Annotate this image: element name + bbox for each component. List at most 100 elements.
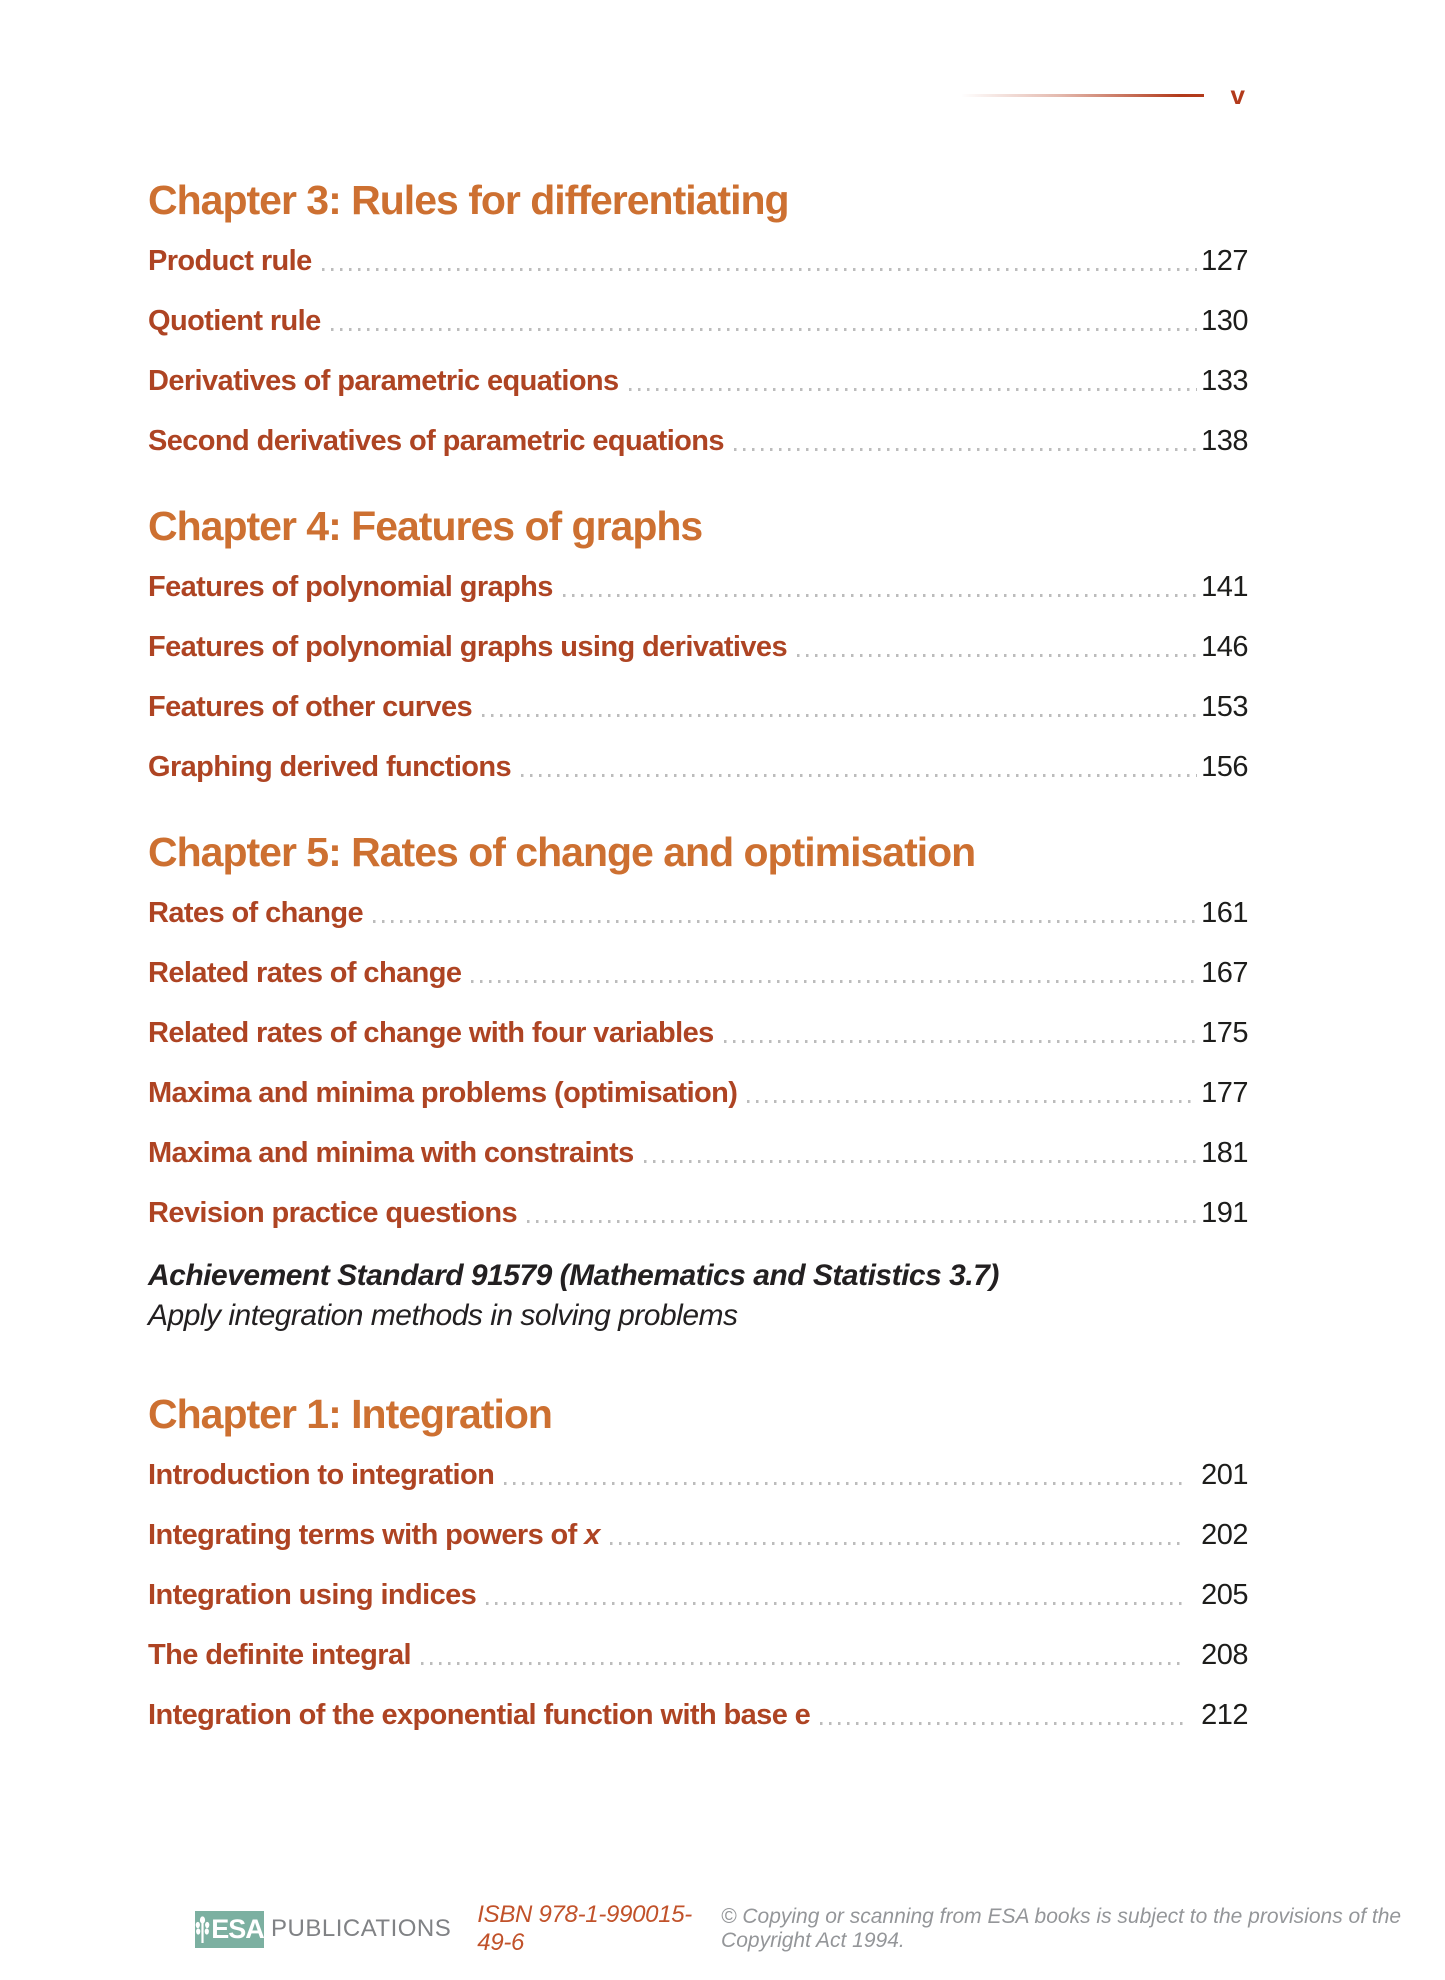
toc-entry: Related rates of change 167 [148, 956, 1249, 990]
chapter-section: Chapter 4: Features of graphs Features of… [148, 502, 1249, 784]
entry-title: Features of polynomial graphs [148, 570, 553, 604]
entry-title-text: Integration of the exponential function … [148, 1699, 811, 1731]
toc-entry: Features of polynomial graphs 141 [148, 570, 1249, 604]
entry-title-text: The definite integral [148, 1639, 412, 1671]
esa-publications-logo: ESA PUBLICATIONS [195, 1910, 452, 1948]
entry-title-text: Maxima and minima with constraints [148, 1137, 634, 1169]
dot-leader [628, 388, 1197, 391]
entry-title: Maxima and minima with constraints [148, 1136, 634, 1170]
dot-leader [521, 774, 1197, 777]
entry-title-text: Related rates of change [148, 957, 462, 989]
entry-page-number: 153 [1201, 691, 1248, 723]
entry-title-text: Integrating terms with powers of [148, 1519, 585, 1551]
dot-leader [373, 920, 1197, 923]
entry-title: Second derivatives of parametric equatio… [148, 424, 725, 458]
chapter-section: Chapter 5: Rates of change and optimisat… [148, 828, 1249, 1230]
dot-leader [796, 654, 1197, 657]
toc-entry: Quotient rule 130 [148, 304, 1249, 338]
chapter-heading: Chapter 5: Rates of change and optimisat… [148, 829, 976, 875]
achievement-standard-block: Achievement Standard 91579 (Mathematics … [148, 1256, 1248, 1336]
entry-title-italic: x [584, 1519, 600, 1551]
header-rule-line [960, 93, 1204, 97]
dot-leader [504, 1482, 1186, 1485]
toc-entry: Product rule 127 [148, 244, 1249, 278]
chapter-heading: Chapter 1: Integration [148, 1391, 553, 1437]
dot-leader [486, 1602, 1186, 1605]
page-header: v [960, 82, 1245, 108]
toc-entry: Related rates of change with four variab… [148, 1016, 1249, 1050]
entry-title: Related rates of change with four variab… [148, 1016, 714, 1050]
dot-leader [471, 980, 1197, 983]
entry-title: Graphing derived functions [148, 750, 512, 784]
entry-page-number: 191 [1201, 1197, 1248, 1229]
achievement-standard-subtitle: Apply integration methods in solving pro… [148, 1299, 738, 1332]
entry-title: Related rates of change [148, 956, 462, 990]
dot-leader [820, 1722, 1186, 1725]
toc-entry: Derivatives of parametric equations 133 [148, 364, 1249, 398]
esa-logo-box: ESA [195, 1910, 265, 1948]
chapter-section: Chapter 1: Integration Introduction to in… [148, 1390, 1249, 1732]
entry-page-number: 156 [1201, 751, 1248, 783]
dot-leader [420, 1662, 1186, 1665]
chapter-heading: Chapter 3: Rules for differentiating [148, 177, 790, 223]
entry-title-text: Related rates of change with four variab… [148, 1017, 714, 1049]
entry-title-text: Features of polynomial graphs [148, 571, 553, 603]
entry-title: Integration using indices [148, 1578, 477, 1612]
entry-page-number: 161 [1201, 897, 1248, 929]
entry-page-number: 181 [1201, 1137, 1248, 1169]
entry-title-text: Features of polynomial graphs using deri… [148, 631, 788, 663]
entry-title-text: Rates of change [148, 897, 364, 929]
entry-title-text: Integration using indices [148, 1579, 477, 1611]
entry-page-number: 175 [1201, 1017, 1248, 1049]
entry-title-text: Features of other curves [148, 691, 473, 723]
entry-title: Maxima and minima problems (optimisation… [148, 1076, 738, 1110]
entry-page-number: 177 [1201, 1077, 1248, 1109]
entry-title-text: Maxima and minima problems (optimisation… [148, 1077, 738, 1109]
toc-entry: Features of other curves 153 [148, 690, 1249, 724]
entry-page-number: 138 [1201, 425, 1248, 457]
table-of-contents: Chapter 3: Rules for differentiating Prod… [148, 176, 1249, 1758]
page-footer: ESA PUBLICATIONS ISBN 978-1-990015-49-6 … [195, 1901, 1445, 1957]
entry-title: The definite integral [148, 1638, 412, 1672]
toc-entry: Features of polynomial graphs using deri… [148, 630, 1249, 664]
entry-title: Features of other curves [148, 690, 473, 724]
copyright-text: © Copying or scanning from ESA books is … [721, 1905, 1402, 1952]
dot-leader [723, 1040, 1197, 1043]
entry-title: Quotient rule [148, 304, 321, 338]
entry-title: Product rule [148, 244, 312, 278]
entry-page-number: 205 [1201, 1579, 1248, 1611]
entry-page-number: 202 [1201, 1519, 1248, 1551]
entry-title: Introduction to integration [148, 1458, 495, 1492]
entry-page-number: 208 [1201, 1639, 1248, 1671]
toc-entry: Maxima and minima problems (optimisation… [148, 1076, 1249, 1110]
dot-leader [643, 1160, 1197, 1163]
toc-entry: Graphing derived functions 156 [148, 750, 1249, 784]
toc-entry: Rates of change 161 [148, 896, 1249, 930]
dot-leader [330, 328, 1197, 331]
achievement-standard-title: Achievement Standard 91579 (Mathematics … [148, 1259, 999, 1292]
dot-leader [747, 1100, 1197, 1103]
publications-wordmark: PUBLICATIONS [271, 1915, 452, 1942]
entry-title: Revision practice questions [148, 1196, 518, 1230]
tree-icon [195, 1915, 210, 1943]
toc-entry: The definite integral 208 [148, 1638, 1249, 1672]
chapter-heading: Chapter 4: Features of graphs [148, 503, 703, 549]
toc-entry: Integrating terms with powers of x 202 [148, 1518, 1249, 1552]
entry-title: Integrating terms with powers of x [148, 1518, 600, 1552]
entry-page-number: 133 [1201, 365, 1248, 397]
entry-page-number: 167 [1201, 957, 1248, 989]
entry-title-text: Introduction to integration [148, 1459, 495, 1491]
entry-title-text: Product rule [148, 245, 312, 277]
entry-title-text: Quotient rule [148, 305, 321, 337]
entry-page-number: 201 [1201, 1459, 1248, 1491]
esa-logo-text: ESA [211, 1913, 265, 1944]
entry-title-text: Revision practice questions [148, 1197, 518, 1229]
isbn-text: ISBN 978-1-990015-49-6 [477, 1901, 693, 1956]
entry-page-number: 141 [1201, 571, 1248, 603]
chapter-section: Chapter 3: Rules for differentiating Prod… [148, 176, 1249, 458]
entry-page-number: 146 [1201, 631, 1248, 663]
entry-title-text: Graphing derived functions [148, 751, 512, 783]
entry-title-text: Second derivatives of parametric equatio… [148, 425, 725, 457]
dot-leader [609, 1542, 1186, 1545]
